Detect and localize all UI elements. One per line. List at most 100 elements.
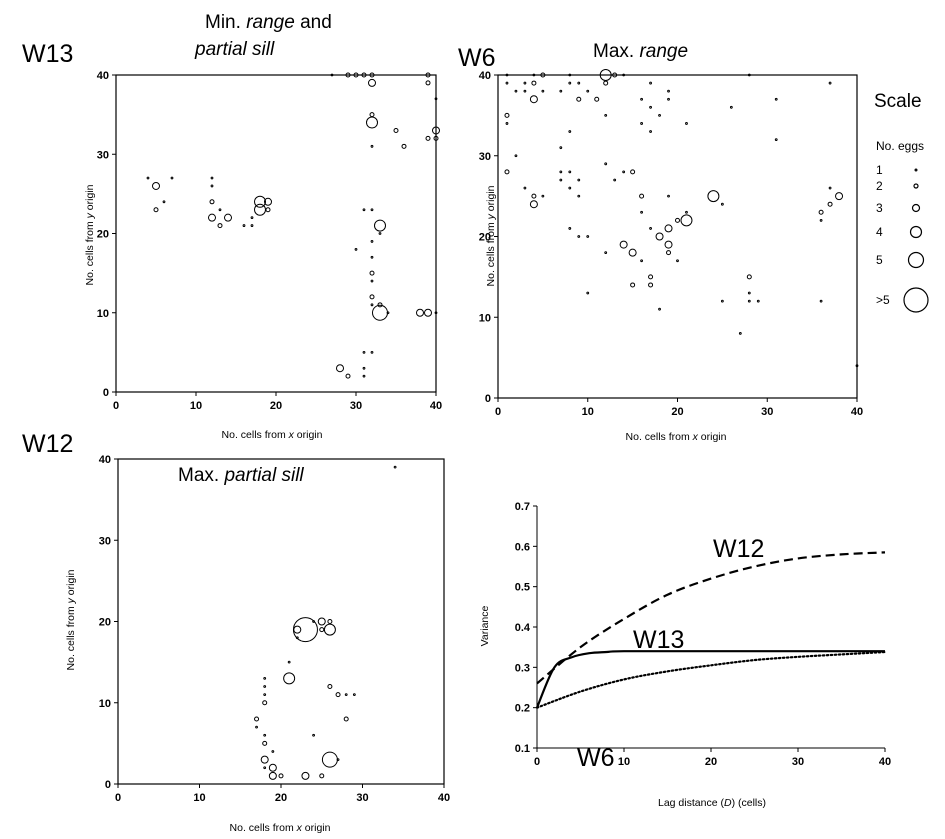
w6-egg-point: [541, 194, 545, 198]
panel-label-w13: W13: [22, 40, 73, 68]
w6-egg-point: [828, 81, 832, 85]
w6-egg-point: [655, 232, 664, 241]
w6-title: Max. range: [593, 41, 688, 62]
w6-egg-point: [667, 89, 670, 93]
w13-egg-point: [369, 112, 375, 118]
w6-egg-point: [577, 194, 581, 198]
variogram-y-tick-label: 0.1: [515, 743, 530, 755]
w12-egg-point: [262, 740, 268, 746]
w13-egg-point: [369, 270, 375, 276]
w13-egg-point: [217, 223, 223, 229]
w6-egg-point: [603, 80, 609, 86]
w6-egg-point: [676, 259, 679, 263]
w12-egg-point: [260, 755, 269, 764]
w6-x-tick-label: 0: [495, 406, 501, 418]
w6-x-tick-label: 20: [671, 406, 683, 418]
w6-egg-point: [568, 130, 572, 133]
w12-egg-point: [327, 684, 333, 689]
w13-title-plain: Min.: [205, 12, 246, 33]
w6-egg-point: [640, 210, 643, 214]
w13-egg-point: [433, 135, 439, 141]
w6-egg-point: [568, 73, 572, 77]
w6-egg-point: [568, 227, 572, 230]
w6-egg-point: [774, 97, 778, 101]
w6-egg-point: [685, 210, 688, 214]
w12-x-tick-label: 40: [438, 792, 450, 804]
w6-egg-point: [612, 72, 618, 78]
w6-y-tick-label: 20: [479, 232, 491, 244]
w13-egg-point: [393, 127, 399, 133]
w6-egg-point: [559, 146, 563, 150]
w13-egg-point: [361, 72, 367, 78]
w13-plot-frame: [115, 74, 437, 393]
w6-egg-point: [630, 282, 636, 288]
w12-x-tick-label: 0: [115, 792, 121, 804]
w6-x-tick-label: 40: [851, 406, 863, 418]
w12-egg-point: [263, 766, 267, 770]
variogram-x-axis-label: Lag distance (D) (cells): [658, 797, 766, 809]
w6-egg-point: [568, 170, 572, 174]
w6-egg-point: [756, 299, 760, 303]
w13-title-line2: partial sill: [194, 39, 275, 60]
w12-egg-point: [352, 693, 356, 697]
w6-egg-point: [707, 190, 720, 203]
w6-egg-point: [577, 178, 581, 182]
w12-y-tick-label: 0: [105, 779, 111, 791]
w6-egg-point: [649, 227, 652, 230]
w13-x-axis-label: No. cells from x origin: [222, 429, 323, 441]
w6-egg-point: [720, 299, 724, 303]
w6-egg-point: [505, 122, 509, 125]
w12-x-tick-label: 20: [275, 792, 287, 804]
w13-egg-point: [250, 216, 254, 220]
w6-egg-point: [667, 97, 670, 101]
w12-egg-point: [268, 771, 277, 780]
legend-level-symbol: [903, 287, 929, 313]
w12-title: Max. partial sill: [178, 465, 304, 486]
legend-level-label: 1: [876, 163, 883, 177]
w12-y-tick-label: 20: [99, 617, 111, 629]
w12-egg-point: [321, 751, 338, 768]
w13-egg-point: [370, 240, 374, 243]
w12-egg-point: [295, 636, 299, 640]
w6-egg-point: [529, 200, 538, 209]
w13-title: Min. range and: [205, 12, 332, 33]
variogram-y-axis-label: Variance: [479, 606, 491, 647]
w12-egg-point: [263, 676, 267, 680]
w6-egg-point: [649, 130, 652, 133]
w6-egg-point: [640, 259, 643, 263]
w13-egg-point: [366, 116, 378, 129]
w6-egg-point: [639, 193, 645, 199]
w6-egg-point: [540, 72, 546, 78]
w13-egg-point: [210, 176, 214, 180]
w6-egg-point: [604, 162, 608, 166]
w6-x-tick-label: 10: [582, 406, 594, 418]
w12-egg-point: [254, 716, 260, 722]
w12-egg-point: [263, 693, 267, 697]
w6-egg-point: [666, 250, 672, 256]
w13-egg-point: [434, 311, 438, 315]
legend-header: No. eggs: [876, 139, 924, 153]
w6-egg-point: [531, 80, 537, 86]
legend-level-label: 4: [876, 225, 883, 239]
w6-egg-point: [819, 299, 823, 303]
w13-egg-point: [369, 294, 375, 300]
w13-egg-point: [378, 232, 382, 235]
w13-egg-point: [265, 207, 271, 213]
w6-egg-point: [523, 81, 527, 85]
w12-egg-point: [327, 619, 333, 624]
w12-y-tick-label: 40: [99, 454, 111, 466]
w12-scatter-panel: W12 Max. partial sill No. cells from x o…: [22, 430, 450, 834]
variogram-label-w6: W6: [577, 744, 615, 772]
w6-egg-point: [504, 169, 510, 175]
w12-egg-point: [344, 693, 348, 697]
variogram-y-tick-label: 0.7: [515, 501, 530, 513]
legend-level-label: 5: [876, 253, 883, 267]
w12-egg-point: [317, 617, 326, 626]
w12-egg-point: [262, 700, 268, 706]
w6-egg-point: [541, 89, 545, 93]
w13-egg-point: [362, 350, 366, 354]
w13-egg-point: [146, 176, 150, 180]
w13-egg-point: [345, 72, 351, 78]
w13-egg-point: [210, 184, 214, 188]
w6-egg-point: [630, 169, 636, 175]
